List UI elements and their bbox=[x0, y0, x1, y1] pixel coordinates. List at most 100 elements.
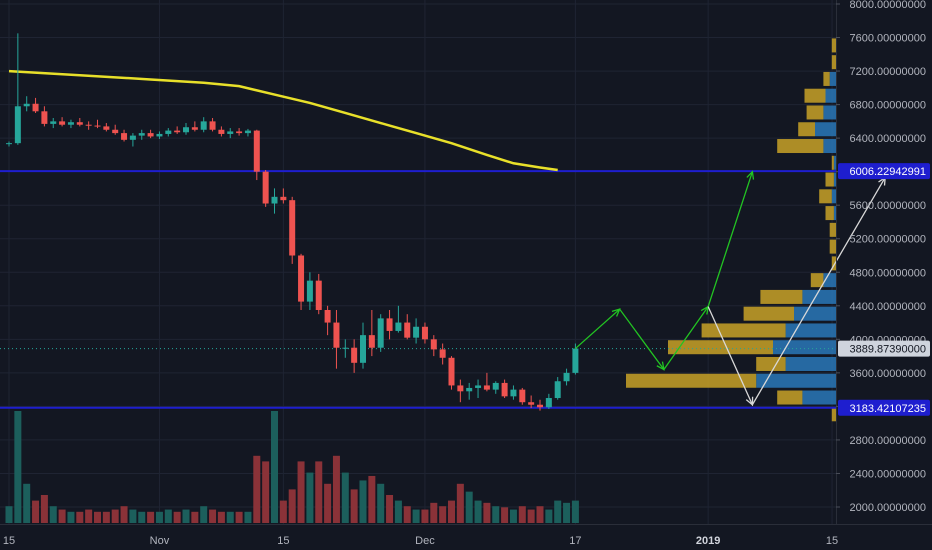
volume-bar bbox=[173, 511, 181, 523]
volume-bar bbox=[94, 511, 101, 523]
volume-profile-buy bbox=[756, 373, 836, 388]
candle-body bbox=[76, 122, 83, 125]
volume-bar bbox=[536, 506, 544, 523]
volume-bar bbox=[439, 506, 447, 523]
volume-bar bbox=[14, 411, 22, 523]
volume-profile-sell bbox=[777, 390, 803, 405]
price-tick-label: 2400.00000000 bbox=[850, 468, 926, 480]
price-tick-label: 8000.00000000 bbox=[850, 0, 926, 11]
price-tick-label: 4800.00000000 bbox=[850, 267, 926, 279]
candle-body bbox=[227, 131, 234, 134]
price-tick-label: 4400.00000000 bbox=[850, 301, 926, 313]
volume-bar bbox=[332, 455, 340, 523]
volume-profile-buy bbox=[794, 306, 836, 321]
candle-body bbox=[483, 385, 490, 390]
volume-profile-sell bbox=[701, 323, 786, 338]
price-tick-label: 5600.00000000 bbox=[850, 200, 926, 212]
volume-profile-buy bbox=[823, 105, 836, 120]
candle-body bbox=[85, 124, 92, 126]
volume-profile-buy bbox=[802, 390, 836, 405]
time-axis[interactable]: 15Nov15Dec17201915Feb15Mar bbox=[0, 524, 932, 548]
volume-profile-sell bbox=[825, 206, 834, 221]
volume-profile-sell bbox=[798, 122, 815, 137]
candle-body bbox=[23, 103, 30, 107]
candle-body bbox=[183, 127, 189, 133]
time-tick-label: 15 bbox=[277, 535, 289, 547]
volume-profile-sell bbox=[626, 373, 757, 388]
volume-bar bbox=[554, 500, 562, 523]
volume-bar bbox=[129, 509, 137, 523]
candle-body bbox=[191, 127, 198, 130]
volume-profile-sell bbox=[804, 88, 826, 103]
volume-profile-sell bbox=[831, 256, 836, 271]
candle-body bbox=[386, 318, 393, 331]
volume-bar bbox=[518, 506, 526, 523]
candle-body bbox=[430, 339, 437, 350]
candle-body bbox=[342, 347, 349, 349]
volume-profile-sell bbox=[829, 222, 836, 237]
level-price-tag: 6006.22942991 bbox=[850, 166, 926, 178]
candle-body bbox=[59, 121, 66, 125]
candle-body bbox=[41, 111, 48, 124]
candle-body bbox=[519, 389, 526, 403]
candle-body bbox=[413, 326, 420, 338]
volume-bar bbox=[386, 495, 394, 523]
volume-bar bbox=[102, 511, 110, 523]
volume-bar bbox=[200, 506, 208, 523]
candle-body bbox=[448, 357, 455, 386]
volume-bar bbox=[262, 461, 270, 523]
price-tags: 6006.22942991 3889.87390000 3183.42107235 bbox=[838, 163, 930, 416]
candle-body bbox=[306, 280, 313, 302]
volume-profile-buy bbox=[785, 356, 836, 371]
volume-bar bbox=[465, 491, 473, 523]
volume-bar bbox=[571, 500, 579, 523]
time-tick-label: 15 bbox=[826, 535, 838, 547]
candle-body bbox=[200, 121, 207, 130]
volume-profile-sell bbox=[831, 55, 836, 70]
volume-profile-sell bbox=[756, 356, 786, 371]
horizontal-levels[interactable] bbox=[0, 170, 836, 409]
candle-body bbox=[94, 125, 101, 127]
price-tick-label: 7200.00000000 bbox=[850, 66, 926, 78]
volume-bar bbox=[456, 483, 464, 523]
volume-bar bbox=[545, 509, 553, 523]
volume-bar bbox=[5, 506, 13, 523]
volume-profile-buy bbox=[823, 139, 836, 154]
candle-body bbox=[554, 381, 561, 399]
candle-body bbox=[457, 385, 464, 392]
candle-body bbox=[262, 171, 269, 204]
candle-body bbox=[528, 402, 535, 405]
white-arrowhead bbox=[745, 396, 754, 407]
candlesticks bbox=[6, 33, 579, 411]
candle-body bbox=[218, 129, 225, 134]
volume-bar bbox=[350, 489, 358, 523]
candle-body bbox=[253, 130, 260, 172]
level-price-tag-bg bbox=[838, 399, 930, 416]
candle-body bbox=[236, 131, 243, 134]
time-tick-label: 15 bbox=[3, 535, 15, 547]
candle-body bbox=[421, 326, 428, 340]
volume-bar bbox=[244, 511, 252, 523]
candle-body bbox=[103, 126, 110, 130]
candle-body bbox=[395, 322, 402, 331]
candle-body bbox=[174, 130, 181, 133]
candle-body bbox=[244, 130, 251, 134]
volume-profile-buy bbox=[815, 122, 836, 137]
volume-bar bbox=[111, 509, 119, 523]
volume-bar bbox=[120, 506, 128, 523]
volume-bar bbox=[32, 500, 40, 523]
volume-bars bbox=[5, 411, 579, 523]
volume-bar bbox=[164, 509, 172, 523]
candle-body bbox=[466, 387, 473, 392]
candle-body bbox=[360, 335, 366, 363]
volume-bar bbox=[271, 411, 278, 523]
green-arrowhead bbox=[746, 170, 755, 180]
candle-body bbox=[572, 348, 579, 373]
volume-bar bbox=[85, 509, 93, 523]
moving-average-line[interactable] bbox=[8, 69, 558, 172]
candle-body bbox=[121, 133, 128, 140]
green-arrowhead bbox=[656, 361, 665, 371]
volume-bar bbox=[403, 506, 411, 523]
